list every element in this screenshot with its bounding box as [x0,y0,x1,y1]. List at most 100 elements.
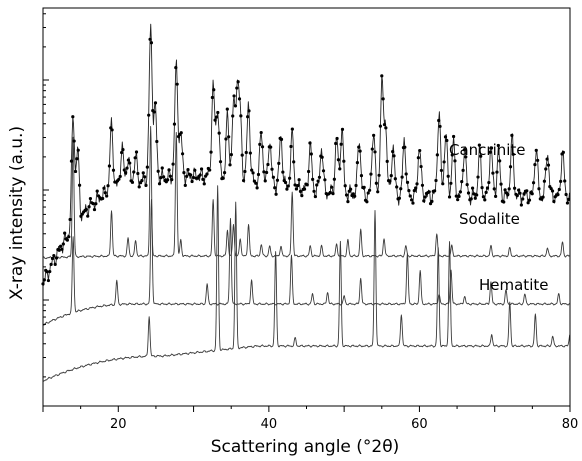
data-point-marker [328,190,332,195]
data-point-marker [498,159,502,163]
data-point-marker [263,179,267,183]
data-point-marker [289,144,293,149]
data-point-marker [193,168,197,172]
data-point-marker [133,156,137,160]
data-point-marker [442,160,446,164]
data-point-marker [542,179,547,183]
data-point-marker [286,184,290,188]
data-point-marker [241,178,246,183]
data-point-marker [339,142,343,146]
data-point-marker [101,196,105,201]
data-point-marker [149,41,154,45]
data-point-marker [240,153,244,157]
data-point-marker [537,187,541,191]
data-point-marker [494,194,498,199]
series-label-hematite: Hematite [479,276,548,294]
data-point-marker [231,114,235,118]
data-point-marker [495,170,499,174]
data-point-marker [522,192,526,196]
data-point-marker [296,184,300,188]
data-point-marker [331,192,335,196]
data-point-marker [420,183,425,187]
data-point-marker [59,244,63,248]
data-point-marker [143,175,147,179]
data-point-marker [65,238,69,242]
data-point-marker [435,153,439,157]
data-point-marker [84,207,88,212]
data-point-marker [427,190,431,194]
data-point-marker [125,166,129,170]
data-point-marker [167,168,171,172]
data-point-marker [439,168,444,173]
data-point-marker [110,128,114,132]
data-point-marker [557,187,561,192]
data-point-marker [343,184,347,188]
data-point-marker [515,193,519,198]
trace-sodalite [42,199,571,326]
data-point-marker [42,278,46,282]
data-point-marker [279,137,284,141]
data-point-marker [503,188,507,192]
data-point-marker [128,161,132,165]
data-point-marker [213,118,217,122]
data-point-marker [136,171,140,176]
data-point-marker [48,269,52,274]
data-point-marker [378,124,383,128]
data-point-marker [251,171,255,175]
data-point-marker [288,176,292,180]
data-point-marker [517,188,521,192]
data-point-marker [159,176,163,180]
series-label-sodalite: Sodalite [459,210,520,228]
data-point-marker [217,131,221,135]
data-point-marker [477,143,481,147]
data-point-marker [111,168,116,172]
data-point-marker [103,191,107,195]
data-point-marker [210,95,214,100]
data-point-marker [466,191,471,195]
data-point-marker [320,155,324,159]
data-point-marker [120,150,124,155]
data-point-marker [130,180,135,184]
data-point-marker [246,115,250,119]
data-point-marker [140,178,144,183]
data-point-marker [556,193,560,197]
x-tick-label: 80 [562,417,579,432]
data-point-marker [418,148,422,153]
data-point-marker [476,175,480,179]
data-point-marker [336,158,341,162]
data-point-marker [483,198,487,202]
data-point-marker [438,124,442,129]
data-point-marker [549,187,553,191]
data-point-marker [180,152,185,156]
data-point-marker [171,162,175,166]
data-point-marker [407,189,411,193]
data-point-marker [155,139,159,144]
data-point-marker [488,150,492,154]
data-point-marker [92,207,97,212]
data-point-marker [86,214,90,218]
data-point-marker [305,183,309,187]
data-point-marker [52,253,56,258]
data-point-marker [236,80,240,84]
data-point-marker [527,198,532,202]
data-point-marker [61,242,65,246]
data-point-marker [156,169,160,173]
trace-cancrinite [42,126,571,260]
data-point-marker [481,195,486,199]
data-point-marker [518,191,522,195]
data-point-marker [416,156,420,160]
data-point-marker [441,182,445,186]
data-point-marker [457,194,461,198]
data-point-marker [370,147,374,151]
data-point-marker [480,186,484,190]
data-point-marker [559,179,563,183]
data-point-marker [453,159,457,163]
data-point-marker [69,159,74,163]
data-point-marker [422,199,426,203]
data-point-marker [290,127,294,131]
data-point-marker [293,183,297,187]
x-axis-title: Scattering angle (°2θ) [211,437,400,457]
data-point-marker [53,262,57,266]
data-point-marker [63,231,67,235]
data-point-marker [342,159,346,163]
